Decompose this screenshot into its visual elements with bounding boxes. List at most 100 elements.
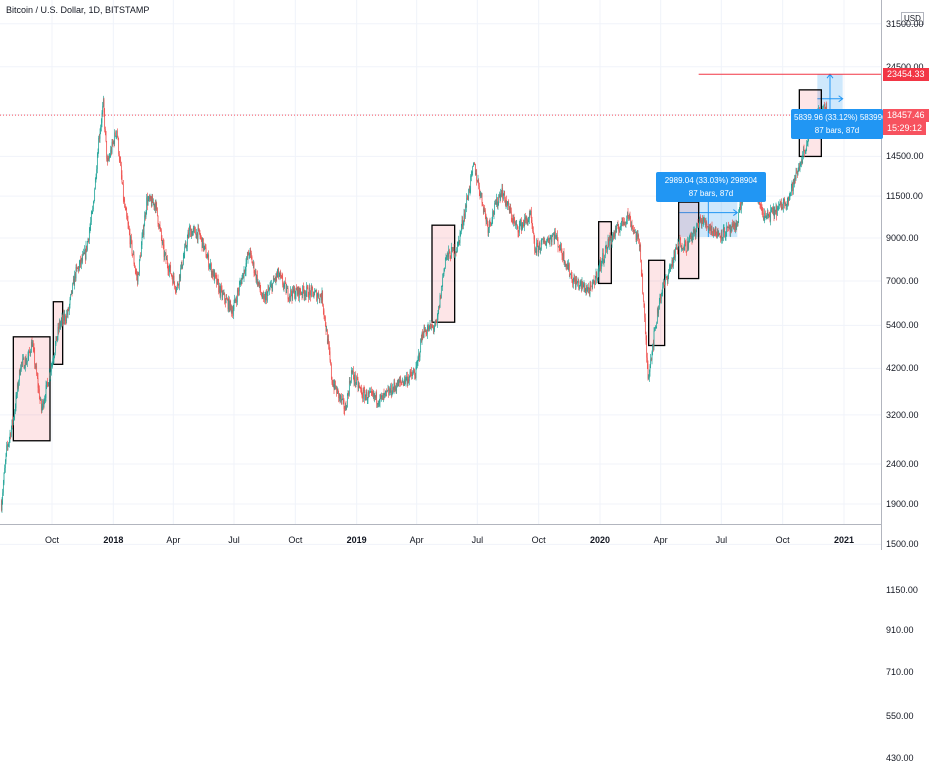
candle-body — [310, 290, 312, 297]
candle-body — [541, 239, 543, 242]
candle-body — [584, 291, 586, 292]
candle-body — [566, 264, 568, 267]
candle-body — [522, 223, 524, 225]
candle-body — [665, 276, 667, 278]
candle-body — [715, 226, 717, 237]
candle-body — [140, 256, 142, 257]
candle-body — [87, 238, 89, 242]
candle-body — [568, 264, 570, 275]
candle-body — [124, 207, 126, 208]
candle-body — [128, 228, 130, 234]
candle-body — [246, 257, 248, 259]
candle-body — [680, 246, 682, 248]
candle-body — [340, 395, 342, 402]
candle-body — [220, 286, 222, 289]
candle-body — [252, 262, 254, 264]
measure-label[interactable]: 5839.96 (33.12%) 583996 87 bars, 87d — [791, 109, 883, 139]
candle-body — [132, 253, 134, 255]
candle-body — [35, 366, 37, 368]
candle-body — [518, 224, 520, 233]
candle-body — [798, 166, 800, 170]
candle-body — [480, 194, 482, 196]
candle-body — [762, 212, 764, 219]
candle-body — [274, 279, 276, 281]
candle-body — [54, 352, 56, 357]
highlight-box[interactable] — [12, 336, 51, 442]
candle-body — [264, 295, 266, 303]
candle-body — [198, 228, 200, 229]
candle-body — [628, 216, 630, 220]
candle-body — [646, 340, 648, 358]
candle-body — [500, 193, 502, 196]
candle-body — [466, 197, 468, 208]
candle-body — [799, 165, 801, 170]
candle-body — [464, 206, 466, 217]
candle-body — [639, 244, 641, 247]
candle-body — [270, 284, 272, 287]
candle-body — [260, 289, 262, 293]
price-chart[interactable] — [0, 0, 932, 550]
candle-body — [452, 247, 454, 251]
candle-body — [524, 217, 526, 227]
candle-body — [210, 263, 212, 266]
candle-body — [588, 289, 590, 295]
candle-body — [554, 231, 556, 241]
candle-body — [362, 389, 364, 399]
candle-body — [8, 442, 10, 446]
candle-body — [426, 334, 428, 335]
candle-body — [215, 275, 217, 277]
highlight-box[interactable] — [648, 259, 666, 347]
candle-body — [268, 289, 270, 291]
currency-label[interactable]: USD — [901, 12, 924, 25]
candle-body — [24, 358, 26, 369]
candle-body — [300, 292, 302, 295]
candle-body — [428, 325, 430, 331]
candle-body — [156, 207, 158, 216]
candle-body — [637, 235, 639, 238]
candle-body — [492, 211, 494, 220]
candle-body — [610, 238, 612, 243]
candle-body — [130, 236, 132, 242]
candle-body — [529, 213, 531, 215]
candle-body — [318, 298, 320, 301]
candle-body — [386, 390, 388, 392]
candle-body — [608, 237, 610, 246]
candle-body — [779, 202, 781, 205]
measure-label-line2: 87 bars, 87d — [814, 126, 860, 135]
candle-body — [395, 387, 397, 391]
time-tick-label: Apr — [166, 535, 181, 545]
candle-body — [18, 381, 20, 388]
candle-body — [323, 310, 325, 316]
candle-body — [685, 241, 687, 251]
candle-body — [485, 214, 487, 222]
candle-body — [462, 222, 464, 225]
candle-body — [400, 381, 402, 383]
candle-body — [723, 227, 725, 229]
candle-body — [634, 229, 636, 233]
candle-body — [110, 149, 112, 153]
candle-body — [558, 246, 560, 248]
candle-body — [254, 272, 256, 274]
candle-body — [644, 317, 646, 333]
candle-body — [633, 229, 635, 232]
candle-body — [282, 277, 284, 285]
candle-body — [459, 232, 461, 243]
candle-body — [484, 210, 486, 215]
candle-body — [201, 237, 203, 248]
candle-body — [185, 243, 187, 248]
candle-body — [5, 453, 7, 462]
candle-body — [360, 388, 362, 391]
candle-body — [251, 257, 253, 264]
candle-body — [254, 271, 256, 274]
candle-body — [766, 212, 768, 216]
measure-label[interactable]: 2989.04 (33.03%) 298904 87 bars, 87d — [656, 172, 766, 202]
candle-body — [125, 207, 127, 210]
candle-body — [654, 327, 656, 330]
candle-body — [474, 163, 476, 175]
candle-body — [528, 213, 530, 220]
candle-body — [463, 213, 465, 223]
candle-body — [602, 253, 604, 262]
candle-body — [52, 359, 54, 363]
candle-body — [208, 254, 210, 268]
candle-body — [209, 265, 211, 267]
